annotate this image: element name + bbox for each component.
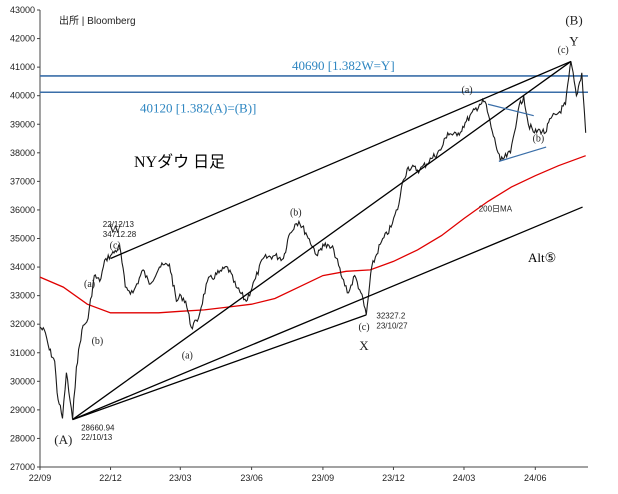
y-tick-label: 31000 <box>10 348 35 358</box>
fib-level-label: 40690 [1.382W=Y] <box>292 58 395 73</box>
ma-200-line <box>39 155 586 314</box>
y-tick-label: 39000 <box>10 119 35 129</box>
x-tick-label: 24/03 <box>453 473 476 483</box>
y-tick-label: 41000 <box>10 62 35 72</box>
chart-title: NYダウ 日足 <box>134 153 225 171</box>
price-date-note: 28660.94 <box>81 424 115 433</box>
wave-label-major: (A) <box>54 432 72 447</box>
channel-line <box>72 314 367 421</box>
wave-label: (a) <box>84 279 95 290</box>
x-tick-label: 24/06 <box>524 473 547 483</box>
channel-line <box>110 60 572 260</box>
price-date-note: 22/10/13 <box>81 433 113 442</box>
price-date-note: 34712.28 <box>103 230 137 239</box>
y-tick-label: 30000 <box>10 376 35 386</box>
wave-label: (a) <box>182 351 193 362</box>
wave-label-major: X <box>359 338 369 353</box>
y-tick-label: 29000 <box>10 405 35 415</box>
price-layer <box>39 61 587 420</box>
y-tick-label: 43000 <box>10 5 35 15</box>
x-tick-label: 22/09 <box>29 473 52 483</box>
axes: 27000 28000 29000 30000 31000 32000 33000 34000… <box>10 5 588 483</box>
x-tick-label: 23/12 <box>382 473 405 483</box>
wave-label: (c) <box>110 241 121 252</box>
price-line <box>39 61 587 420</box>
x-tick-label: 23/09 <box>312 473 335 483</box>
x-axis-ticks: 22/09 22/12 23/03 23/06 23/09 23/12 24/03 24/06 <box>29 467 547 483</box>
wave-label: (b) <box>290 208 302 219</box>
channel-line <box>72 206 583 421</box>
y-tick-label: 40000 <box>10 91 35 101</box>
channel-line <box>72 60 572 421</box>
triangle-line <box>498 146 547 162</box>
x-tick-label: 23/06 <box>240 473 263 483</box>
y-tick-label: 28000 <box>10 433 35 443</box>
y-tick-label: 33000 <box>10 291 35 301</box>
x-tick-label: 22/12 <box>99 473 122 483</box>
wave-label: (c) <box>558 45 569 56</box>
wave-label-major: W <box>109 221 122 236</box>
y-tick-label: 35000 <box>10 234 35 244</box>
fibonacci-levels: 40690 [1.382W=Y] 40120 [1.382(A)=(B)] <box>40 58 588 115</box>
wave-label: (a) <box>462 85 473 96</box>
price-date-note: 32327.2 <box>376 312 405 321</box>
y-tick-label: 38000 <box>10 148 35 158</box>
x-tick-label: 23/03 <box>169 473 192 483</box>
y-axis-ticks: 27000 28000 29000 30000 31000 32000 33000 34000… <box>10 5 40 472</box>
source-label: 出所 | Bloomberg <box>59 14 136 27</box>
y-tick-label: 42000 <box>10 34 35 44</box>
wave-label-major: (B) <box>565 12 582 27</box>
wave-label-major: Y <box>569 34 579 49</box>
channel-lines <box>72 60 583 421</box>
triangle-line <box>487 103 534 117</box>
y-tick-label: 37000 <box>10 176 35 186</box>
price-date-note: 23/10/27 <box>376 322 408 331</box>
ma-layer <box>39 155 586 314</box>
y-tick-label: 36000 <box>10 205 35 215</box>
y-tick-label: 32000 <box>10 319 35 329</box>
triangle-lines <box>487 103 547 162</box>
y-tick-label: 34000 <box>10 262 35 272</box>
price-date-note: 22/12/13 <box>103 220 135 229</box>
wave-label: (b) <box>92 336 104 347</box>
fib-level-label: 40120 [1.382(A)=(B)] <box>140 100 256 115</box>
alt-wave-label: Alt⑤ <box>528 250 556 265</box>
y-tick-label: 27000 <box>10 462 35 472</box>
wave-label: (c) <box>358 322 369 333</box>
wave-label: (b) <box>533 133 545 144</box>
ma-label: 200日MA <box>479 204 513 213</box>
